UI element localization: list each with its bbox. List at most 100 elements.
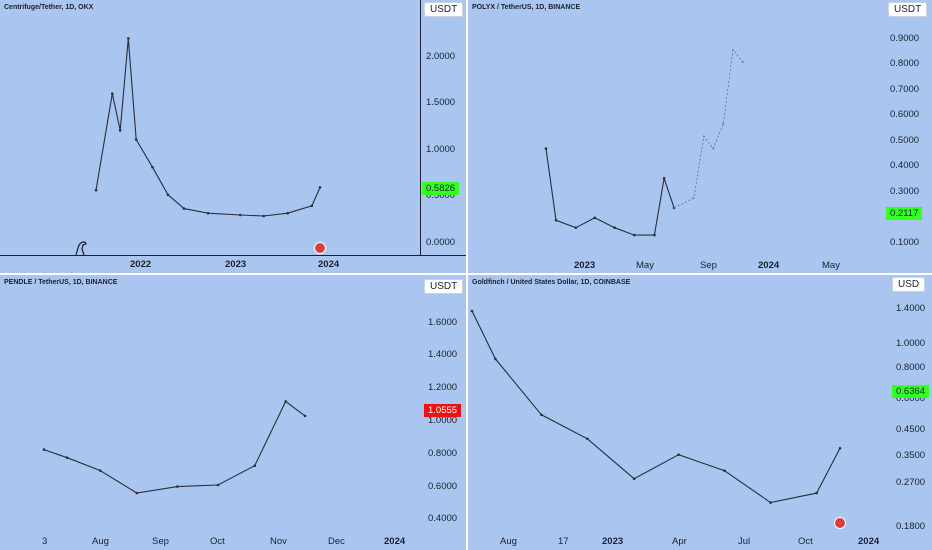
chart-title: POLYX / TetherUS, 1D, BINANCE <box>472 4 581 11</box>
y-tick: 0.4500 <box>896 424 926 435</box>
price-point <box>310 204 314 208</box>
y-tick: 1.6000 <box>428 317 458 328</box>
x-tick: May <box>822 260 840 271</box>
x-tick: 3 <box>42 536 48 547</box>
x-tick: Apr <box>672 536 687 547</box>
price-line <box>43 400 306 494</box>
chart-pane-centrifuge[interactable]: Centrifuge/Tether, 1D, OKX USDT 2.0000 1… <box>0 0 466 273</box>
x-tick: 2023 <box>225 259 247 270</box>
y-tick: 1.5000 <box>426 97 456 108</box>
flag-icon[interactable] <box>834 517 846 529</box>
price-line <box>95 38 321 217</box>
y-tick: 0.1000 <box>890 237 920 248</box>
chart-pane-pendle[interactable]: PENDLE / TetherUS, 1D, BINANCE USDT 1.60… <box>0 275 466 550</box>
price-point <box>166 193 170 197</box>
price-point <box>286 211 290 215</box>
projection-point <box>673 207 675 209</box>
y-tick: 1.4000 <box>428 349 458 360</box>
price-point <box>216 483 220 487</box>
x-tick: Sep <box>700 260 717 271</box>
price-point <box>723 469 726 472</box>
flag-icon[interactable] <box>314 242 326 254</box>
price-point <box>838 447 842 450</box>
y-tick: 0.1800 <box>896 521 926 532</box>
pane-divider-vertical[interactable] <box>466 0 468 550</box>
x-tick: Aug <box>92 536 109 547</box>
currency-unit-button[interactable]: USDT <box>424 2 464 17</box>
price-point <box>151 165 154 169</box>
x-tick: 2024 <box>758 260 780 271</box>
price-point <box>494 357 497 361</box>
price-point <box>127 37 130 40</box>
price-point <box>42 448 46 451</box>
x-tick: Sep <box>152 536 169 547</box>
currency-unit-button[interactable]: USDT <box>424 279 464 294</box>
price-point <box>238 213 242 217</box>
x-tick: Aug <box>500 536 517 547</box>
price-point <box>586 437 589 441</box>
dinosaur-icon <box>75 241 87 256</box>
price-point <box>262 214 266 218</box>
x-tick: Nov <box>270 536 287 547</box>
projection-point <box>732 48 734 51</box>
price-point <box>176 485 179 488</box>
y-tick: 0.7000 <box>890 84 920 95</box>
price-axis-border <box>420 0 421 255</box>
y-tick: 0.5000 <box>890 135 920 146</box>
x-tick: 2023 <box>574 260 596 271</box>
pendle-plot <box>42 400 307 495</box>
last-price-tag: 1.0555 <box>424 404 462 417</box>
price-point <box>633 233 636 237</box>
price-point <box>653 233 656 237</box>
price-point <box>613 226 616 229</box>
y-tick: 0.3500 <box>896 450 926 461</box>
y-tick: 0.3000 <box>890 186 920 197</box>
price-point <box>303 414 307 418</box>
y-tick: 0.5000 <box>426 190 456 201</box>
x-tick: Oct <box>210 536 225 547</box>
projection-point <box>712 147 714 150</box>
currency-unit-button[interactable]: USD <box>892 277 926 292</box>
y-tick: 1.0000 <box>896 338 926 349</box>
price-point <box>98 469 102 472</box>
last-price-tag: 0.6364 <box>892 385 930 398</box>
price-point <box>470 309 474 313</box>
x-tick: May <box>636 260 654 271</box>
price-point <box>662 177 666 180</box>
projection-point <box>722 123 725 125</box>
price-point <box>118 129 122 132</box>
price-point <box>111 92 114 95</box>
y-tick: 1.0000 <box>428 415 458 426</box>
price-line <box>471 310 841 504</box>
y-tick: 0.8000 <box>890 58 920 69</box>
last-price-tag: 0.5826 <box>422 182 460 195</box>
x-tick: Oct <box>798 536 813 547</box>
time-axis-border <box>0 255 466 256</box>
y-tick: 1.2000 <box>428 382 458 393</box>
y-tick: 0.4000 <box>428 513 458 524</box>
x-tick: 2022 <box>130 259 152 270</box>
price-point <box>677 453 680 456</box>
price-point <box>318 186 322 189</box>
chart-pane-goldfinch[interactable]: Goldfinch / United States Dollar, 1D, CO… <box>468 275 932 550</box>
price-point <box>593 216 597 220</box>
price-point <box>206 211 210 215</box>
last-price-tag: 0.2117 <box>886 207 923 220</box>
price-point <box>769 501 772 504</box>
price-line <box>545 148 675 236</box>
price-point <box>540 413 543 417</box>
price-point <box>94 188 98 192</box>
centrifuge-plot <box>94 37 322 218</box>
pane-divider-horizontal[interactable] <box>0 273 932 275</box>
chart-title: Goldfinch / United States Dollar, 1D, CO… <box>472 279 631 286</box>
currency-unit-button[interactable]: USDT <box>888 2 928 17</box>
y-tick: 0.8000 <box>896 362 926 373</box>
x-tick: Jul <box>738 536 751 547</box>
projection-point <box>742 61 744 63</box>
x-tick: 2024 <box>858 536 880 547</box>
y-tick: 0.0000 <box>426 237 456 248</box>
price-point <box>134 138 138 141</box>
chart-pane-polyx[interactable]: POLYX / TetherUS, 1D, BINANCE USDT 0.900… <box>468 0 932 273</box>
projection-point <box>693 197 695 199</box>
projection-point <box>703 135 705 137</box>
